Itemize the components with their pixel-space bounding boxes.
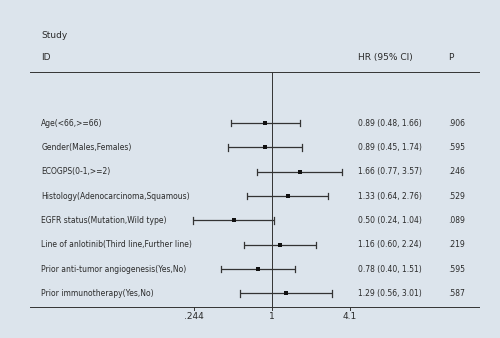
Text: .246: .246	[448, 167, 466, 176]
Text: .595: .595	[448, 265, 466, 273]
Text: 4.1: 4.1	[342, 312, 356, 321]
Text: ECOGPS(0-1,>=2): ECOGPS(0-1,>=2)	[41, 167, 110, 176]
Text: .529: .529	[448, 192, 466, 200]
Text: Study: Study	[41, 31, 68, 40]
Text: Age(<66,>=66): Age(<66,>=66)	[41, 119, 103, 127]
Text: EGFR status(Mutation,Wild type): EGFR status(Mutation,Wild type)	[41, 216, 167, 225]
Text: 0.89 (0.48, 1.66): 0.89 (0.48, 1.66)	[358, 119, 422, 127]
Text: Gender(Males,Females): Gender(Males,Females)	[41, 143, 132, 152]
Text: .906: .906	[448, 119, 466, 127]
Text: .219: .219	[448, 240, 465, 249]
Text: 0.89 (0.45, 1.74): 0.89 (0.45, 1.74)	[358, 143, 422, 152]
Text: 1: 1	[269, 312, 274, 321]
Text: .587: .587	[448, 289, 466, 298]
Text: .089: .089	[448, 216, 466, 225]
Text: 1.16 (0.60, 2.24): 1.16 (0.60, 2.24)	[358, 240, 422, 249]
Text: 0.50 (0.24, 1.04): 0.50 (0.24, 1.04)	[358, 216, 422, 225]
Text: 0.78 (0.40, 1.51): 0.78 (0.40, 1.51)	[358, 265, 422, 273]
Text: .244: .244	[184, 312, 204, 321]
Text: Histology(Adenocarcinoma,Squamous): Histology(Adenocarcinoma,Squamous)	[41, 192, 190, 200]
Text: ID: ID	[41, 53, 51, 62]
Text: Prior anti-tumor angiogenesis(Yes,No): Prior anti-tumor angiogenesis(Yes,No)	[41, 265, 186, 273]
Text: 1.33 (0.64, 2.76): 1.33 (0.64, 2.76)	[358, 192, 422, 200]
Text: 1.66 (0.77, 3.57): 1.66 (0.77, 3.57)	[358, 167, 422, 176]
Text: .595: .595	[448, 143, 466, 152]
Text: Prior immunotherapy(Yes,No): Prior immunotherapy(Yes,No)	[41, 289, 154, 298]
Text: P: P	[448, 53, 454, 62]
Text: HR (95% CI): HR (95% CI)	[358, 53, 413, 62]
Text: Line of anlotinib(Third line,Further line): Line of anlotinib(Third line,Further lin…	[41, 240, 192, 249]
Text: 1.29 (0.56, 3.01): 1.29 (0.56, 3.01)	[358, 289, 422, 298]
